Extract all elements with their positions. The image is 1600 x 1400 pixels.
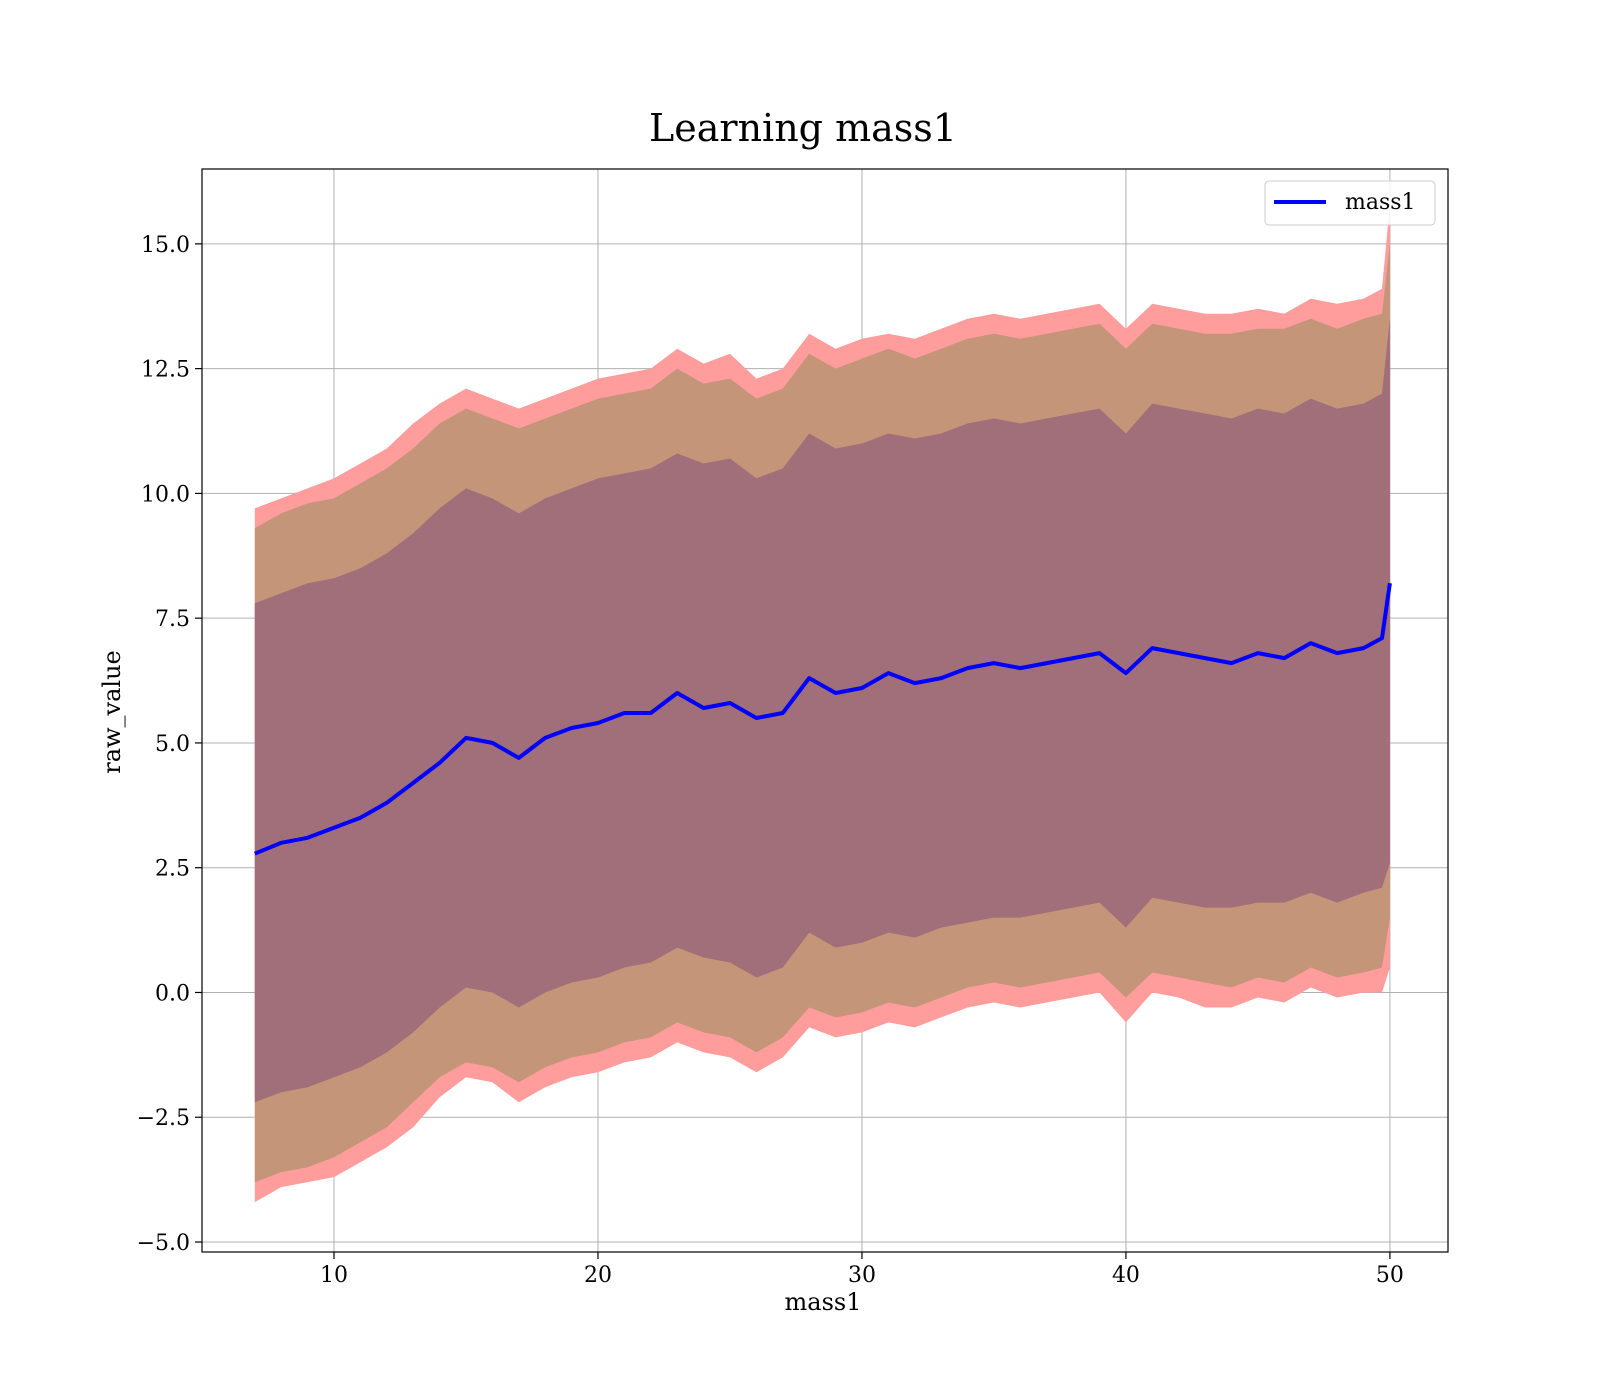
x-tick-label: 10: [320, 1263, 348, 1288]
y-tick-label: 10.0: [141, 482, 190, 507]
series: [254, 582, 1392, 856]
y-tick-label: 15.0: [141, 233, 190, 258]
x-tick-label: 20: [584, 1263, 612, 1288]
y-tick-label: 12.5: [141, 358, 190, 383]
y-tick-label: 7.5: [155, 607, 190, 632]
x-axis-ticks: 10 20 30 40 50: [320, 1252, 1404, 1288]
y-tick-label: 0.0: [155, 981, 190, 1006]
y-tick-label: −5.0: [137, 1231, 190, 1256]
x-axis-label: mass1: [785, 1288, 862, 1316]
x-tick-label: 30: [848, 1263, 876, 1288]
y-tick-label: −2.5: [137, 1106, 190, 1131]
y-tick-label: 5.0: [155, 732, 190, 757]
y-tick-label: 2.5: [155, 857, 190, 882]
plot-frame: [201, 168, 1449, 1253]
y-axis-label: raw_value: [98, 650, 126, 774]
legend-box: [1264, 180, 1436, 226]
y-axis-ticks: −5.0 −2.5 0.0 2.5 5.0 7.5 10.0 12.5 15.0: [137, 233, 202, 1256]
legend-label: mass1: [1345, 190, 1416, 215]
series-line-mass1: [254, 582, 1392, 856]
x-tick-label: 40: [1112, 1263, 1140, 1288]
chart-title: Learning mass1: [649, 106, 957, 150]
legend: mass1: [1264, 180, 1436, 226]
bands: [254, 203, 1390, 1203]
band-1sigma: [254, 318, 1390, 1103]
x-tick-label: 50: [1376, 1263, 1404, 1288]
